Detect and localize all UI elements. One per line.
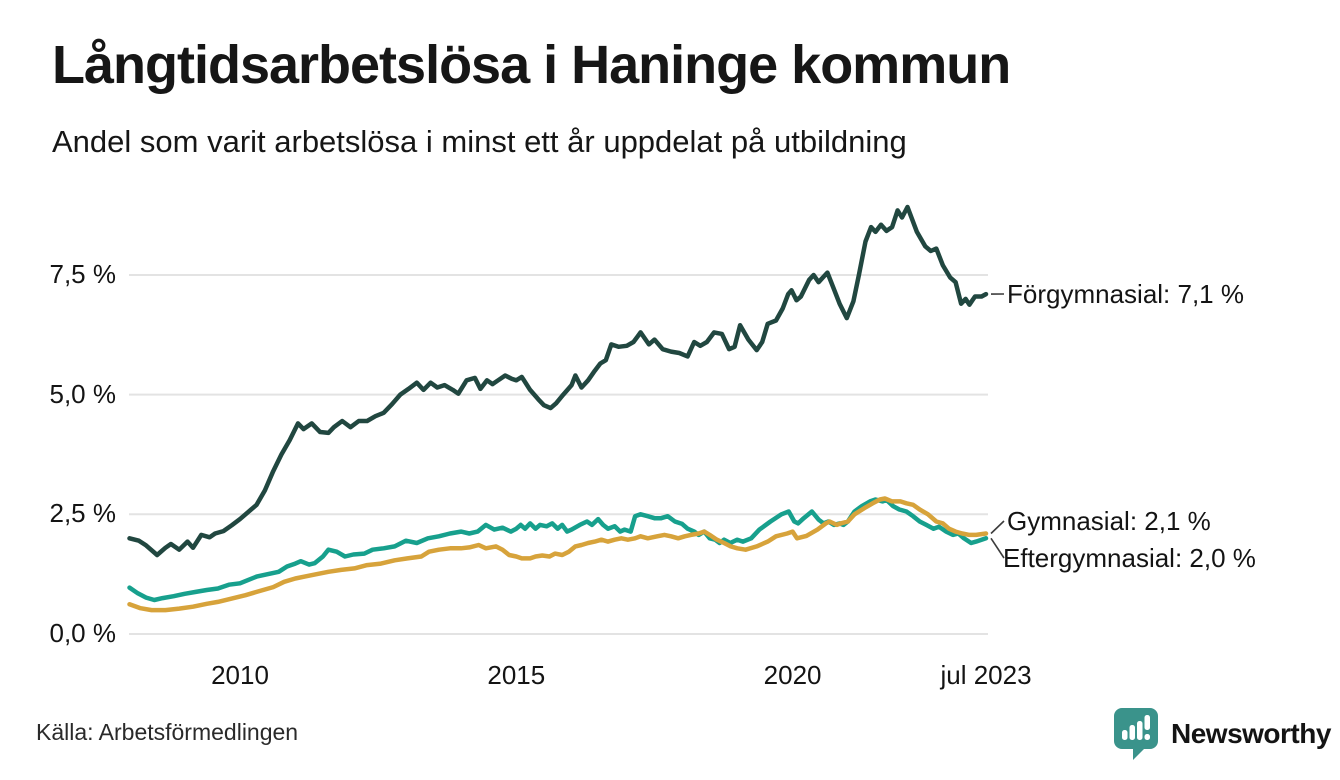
series-label-forgymnasial: Förgymnasial: 7,1 % (1007, 279, 1244, 309)
series-label-eftergymnasial: Eftergymnasial: 2,0 % (1003, 543, 1256, 573)
x-tick-label: jul 2023 (940, 660, 1032, 690)
y-tick-label: 7,5 % (49, 258, 117, 289)
label-connector-eftergymnasial (990, 537, 1005, 559)
series-label-gymnasial: Gymnasial: 2,1 % (1007, 506, 1211, 536)
x-tick-label: 2010 (211, 660, 269, 690)
y-tick-label: 2,5 % (49, 498, 117, 529)
series-line-gymnasial (127, 496, 989, 613)
source-note: Källa: Arbetsförmedlingen (36, 719, 299, 745)
page-subtitle: Andel som varit arbetslösa i minst ett å… (52, 124, 907, 159)
y-tick-label: 5,0 % (49, 378, 117, 409)
page-title: Långtidsarbetslösa i Haninge kommun (52, 35, 1011, 95)
label-connector-gymnasial (990, 520, 1005, 535)
newsworthy-logo-text: Newsworthy (1171, 717, 1331, 749)
x-tick-label: 2015 (487, 660, 546, 690)
bar-chart-speech-bubble-icon (1114, 708, 1158, 760)
x-tick-label: 2020 (763, 660, 822, 690)
series-line-eftergymnasial (127, 497, 989, 603)
y-tick-label: 0,0 % (49, 618, 117, 648)
series-line-förgymnasial (127, 204, 989, 558)
newsworthy-logo: Newsworthy (1113, 707, 1331, 760)
